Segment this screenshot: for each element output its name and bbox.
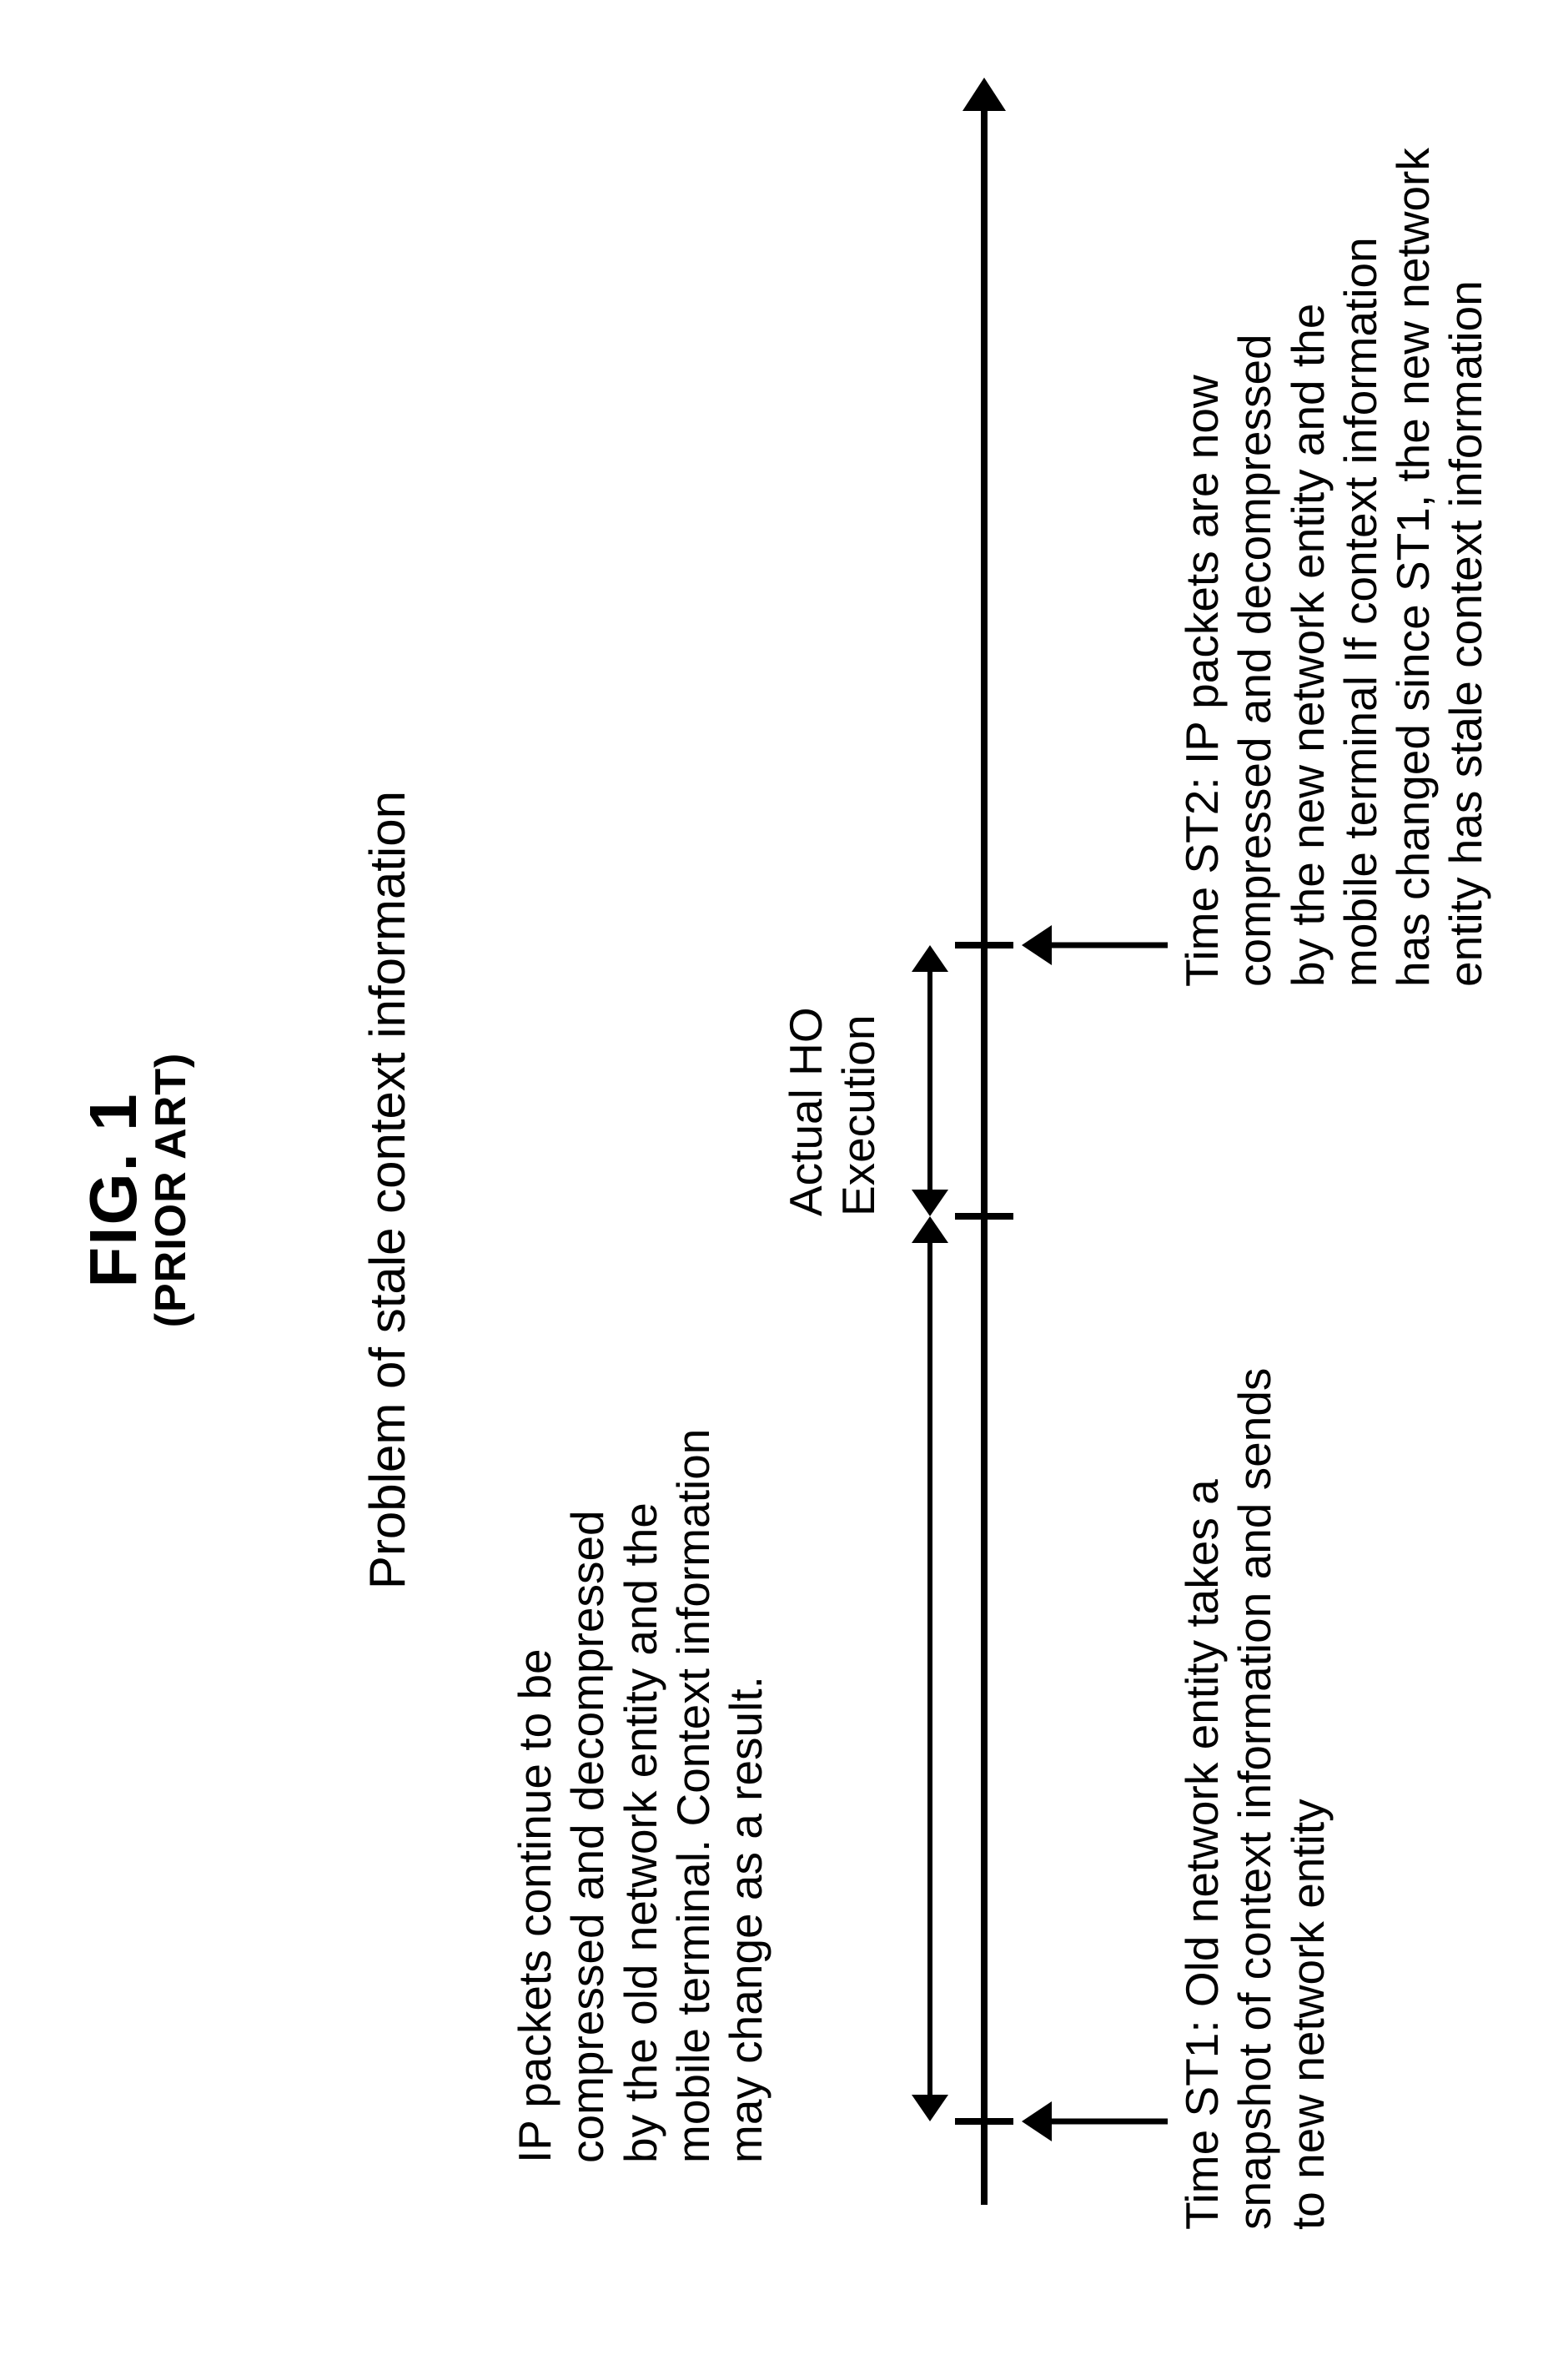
text-lower-right: Time ST2: IP packets are nowcompressed a… xyxy=(1176,69,1493,987)
diagram-stage: FIG. 1 (PRIOR ART) Problem of stale cont… xyxy=(0,0,1543,2380)
text-line: mobile terminal. Context information xyxy=(667,1312,720,2163)
text-line: Time ST1: Old network entity takes a xyxy=(1176,1296,1229,2230)
text-ho-label: Actual HOExecution xyxy=(780,916,886,1216)
text-line: by the new network entity and the xyxy=(1282,69,1334,987)
text-lower-left: Time ST1: Old network entity takes asnap… xyxy=(1176,1296,1334,2230)
text-line: may change as a result. xyxy=(720,1312,772,2163)
text-line: snapshot of context information and send… xyxy=(1229,1296,1281,2230)
text-line: has changed since ST1, the new network xyxy=(1387,69,1440,987)
text-line: to new network entity xyxy=(1282,1296,1334,2230)
text-line: Actual HO xyxy=(780,916,832,1216)
text-line: compressed and decompressed xyxy=(1229,69,1281,987)
text-upper-left: IP packets continue to becompressed and … xyxy=(509,1312,772,2163)
rotation-wrapper: FIG. 1 (PRIOR ART) Problem of stale cont… xyxy=(0,0,1543,2380)
text-line: Time ST2: IP packets are now xyxy=(1176,69,1229,987)
text-line: Execution xyxy=(832,916,885,1216)
text-line: compressed and decompressed xyxy=(561,1312,614,2163)
text-line: mobile terminal If context information xyxy=(1334,69,1387,987)
text-line: by the old network entity and the xyxy=(615,1312,667,2163)
text-line: entity has stale context information xyxy=(1440,69,1492,987)
text-line: IP packets continue to be xyxy=(509,1312,561,2163)
